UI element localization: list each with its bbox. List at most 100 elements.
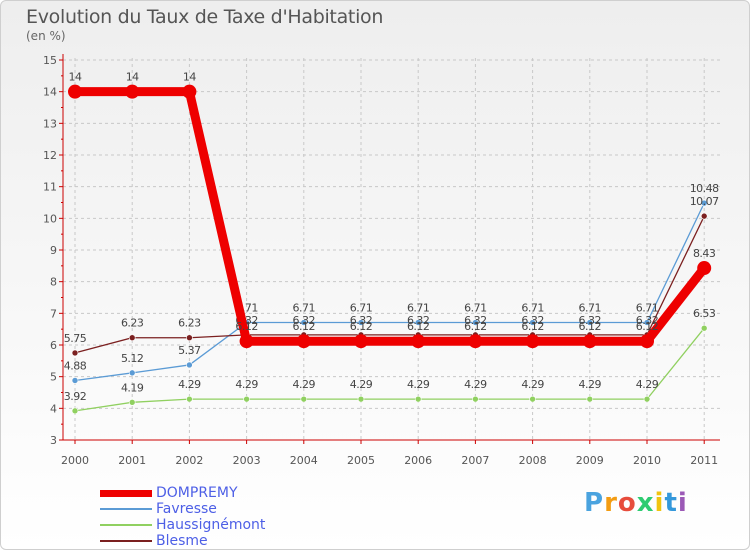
legend: DOMPREMY Favresse Haussignémont Blesme [100, 485, 265, 549]
data-label-haussignemont: 3.92 [64, 390, 87, 403]
data-point-favresse [186, 361, 193, 369]
data-point-blesme [128, 334, 136, 342]
data-point-favresse [300, 319, 308, 326]
data-point-dompremy [582, 334, 597, 349]
data-label-blesme: 6.23 [121, 317, 144, 330]
data-point-haussignemont [243, 395, 250, 403]
y-tick-label: 9 [50, 244, 57, 257]
data-point-blesme [700, 212, 708, 220]
data-point-haussignemont [529, 395, 536, 403]
data-label-favresse: 6.71 [407, 302, 430, 315]
data-label-favresse: 6.71 [464, 302, 487, 315]
data-point-dompremy [640, 334, 654, 349]
data-label-blesme: 5.75 [64, 332, 87, 345]
series-line-blesme [74, 215, 705, 354]
data-label-dompremy: 6.12 [521, 320, 544, 333]
series-line-haussignemont [74, 327, 705, 412]
legend-item-blesme: Blesme [100, 533, 265, 549]
data-point-haussignemont [128, 399, 136, 406]
data-label-blesme: 10.07 [690, 195, 719, 208]
data-point-haussignemont [357, 395, 365, 403]
data-label-dompremy: 14 [69, 71, 82, 84]
logo-letter: P [584, 488, 605, 518]
data-point-dompremy [411, 334, 426, 349]
data-label-blesme: 6.32 [521, 314, 544, 327]
data-label-dompremy: 8.43 [693, 247, 716, 260]
data-label-haussignemont: 4.29 [636, 378, 659, 391]
data-label-haussignemont: 4.29 [235, 378, 258, 391]
data-label-haussignemont: 6.53 [693, 307, 716, 320]
logo-letter: o [617, 488, 637, 518]
x-tick-label: 2011 [690, 454, 718, 467]
data-label-blesme: 6.32 [579, 314, 602, 327]
data-point-haussignemont [71, 407, 79, 415]
data-label-haussignemont: 4.29 [579, 378, 602, 391]
data-label-blesme: 6.32 [293, 314, 316, 327]
y-tick-label: 5 [50, 371, 57, 384]
data-point-dompremy [296, 334, 311, 349]
y-tick-label: 3 [50, 434, 57, 447]
chart-title: Evolution du Taux de Taxe d'Habitation [26, 6, 384, 28]
data-point-favresse [71, 377, 79, 384]
data-point-favresse [357, 319, 365, 326]
data-point-haussignemont [586, 395, 594, 403]
x-tick-label: 2007 [461, 454, 489, 467]
data-point-haussignemont [414, 395, 422, 403]
y-tick-label: 6 [50, 339, 57, 352]
series-line-favresse [74, 202, 705, 382]
data-label-haussignemont: 4.29 [350, 378, 373, 391]
x-tick-label: 2002 [175, 454, 203, 467]
data-point-favresse [700, 199, 708, 207]
y-tick-label: 7 [50, 307, 57, 320]
logo-letter: x [636, 488, 655, 518]
data-label-dompremy: 14 [183, 71, 196, 84]
data-label-favresse: 6.71 [293, 302, 316, 315]
x-tick-label: 2008 [519, 454, 547, 467]
data-label-haussignemont: 4.29 [464, 378, 487, 391]
data-label-haussignemont: 4.29 [293, 378, 316, 391]
legend-label: DOMPREMY [156, 485, 238, 501]
data-point-favresse [472, 319, 479, 326]
y-tick-label: 11 [43, 181, 57, 194]
data-label-blesme: 6.32 [350, 314, 373, 327]
data-label-haussignemont: 4.19 [121, 381, 144, 394]
data-label-dompremy: 6.12 [464, 320, 487, 333]
logo-letter: r [604, 488, 618, 518]
data-point-favresse [586, 319, 594, 326]
data-label-dompremy: 6.12 [350, 320, 373, 333]
data-point-favresse [643, 319, 651, 326]
y-tick-label: 14 [43, 86, 57, 99]
logo-letter: t [664, 488, 678, 518]
data-point-haussignemont [700, 324, 708, 332]
data-label-dompremy: 6.12 [579, 320, 602, 333]
x-tick-label: 2000 [61, 454, 89, 467]
data-label-haussignemont: 4.29 [521, 378, 544, 391]
legend-swatch-dompremy [100, 489, 152, 497]
data-label-haussignemont: 4.29 [407, 378, 430, 391]
data-point-favresse [414, 319, 422, 326]
data-label-dompremy: 14 [126, 71, 139, 84]
data-point-dompremy [697, 261, 712, 276]
y-tick-label: 15 [43, 54, 57, 67]
legend-label: Haussignémont [156, 517, 266, 533]
data-point-dompremy [182, 84, 197, 99]
data-point-dompremy [239, 334, 254, 349]
line-chart: 3 4 5 6 7 8 9 10 11 12 13 14 15 2000 2001 2002 2003 2004 2… [43, 54, 720, 467]
data-point-haussignemont [186, 395, 193, 403]
x-tick-label: 2010 [633, 454, 661, 467]
data-point-dompremy [354, 334, 368, 349]
y-tick-label: 4 [50, 402, 57, 415]
data-label-favresse: 4.88 [64, 359, 87, 372]
data-point-blesme [71, 349, 79, 357]
data-label-blesme: 6.32 [407, 314, 430, 327]
legend-swatch-haussignemont [100, 524, 152, 526]
x-tick-label: 2004 [290, 454, 318, 467]
y-tick-label: 8 [50, 276, 57, 289]
data-label-blesme: 6.32 [464, 314, 487, 327]
x-tick-label: 2006 [404, 454, 432, 467]
data-label-favresse: 6.71 [579, 302, 602, 315]
data-point-blesme [186, 334, 193, 342]
proxiti-logo: Proxiti [584, 488, 688, 518]
legend-label: Blesme [156, 533, 208, 549]
legend-item-haussignemont: Haussignémont [100, 517, 265, 533]
